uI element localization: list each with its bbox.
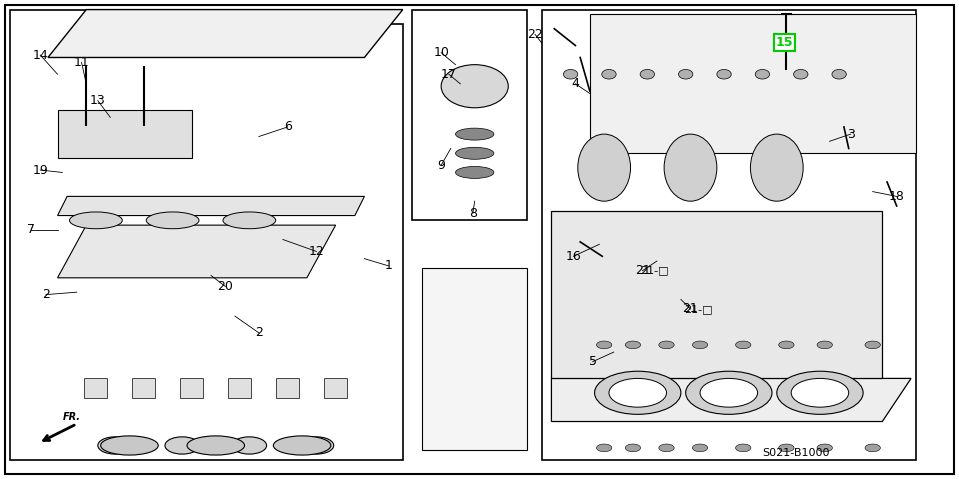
Text: 11: 11 xyxy=(74,56,89,69)
Circle shape xyxy=(625,341,641,349)
Bar xyxy=(58,110,192,158)
Text: 18: 18 xyxy=(889,190,904,203)
Circle shape xyxy=(817,341,832,349)
Polygon shape xyxy=(48,10,403,57)
Ellipse shape xyxy=(456,128,494,140)
Bar xyxy=(132,378,155,398)
Polygon shape xyxy=(58,225,336,278)
Text: 3: 3 xyxy=(847,127,854,141)
Circle shape xyxy=(779,341,794,349)
Text: 20: 20 xyxy=(218,280,233,293)
Polygon shape xyxy=(590,14,916,153)
Ellipse shape xyxy=(564,69,577,79)
Ellipse shape xyxy=(273,436,331,455)
Text: 21: 21 xyxy=(683,302,698,316)
Ellipse shape xyxy=(641,69,654,79)
Circle shape xyxy=(165,437,199,454)
Ellipse shape xyxy=(756,69,769,79)
Text: FR.: FR. xyxy=(63,411,81,422)
Text: S021-B1000: S021-B1000 xyxy=(762,448,830,457)
Circle shape xyxy=(596,341,612,349)
Text: 2: 2 xyxy=(42,288,50,301)
Bar xyxy=(84,378,107,398)
Circle shape xyxy=(625,444,641,452)
Circle shape xyxy=(595,371,681,414)
Ellipse shape xyxy=(665,134,716,201)
Text: 8: 8 xyxy=(469,206,477,220)
Circle shape xyxy=(736,444,751,452)
Text: 14: 14 xyxy=(33,48,48,62)
Ellipse shape xyxy=(794,69,807,79)
Circle shape xyxy=(659,444,674,452)
Circle shape xyxy=(777,371,863,414)
Text: 13: 13 xyxy=(90,94,105,107)
Bar xyxy=(276,378,299,398)
Ellipse shape xyxy=(187,436,245,455)
Circle shape xyxy=(596,444,612,452)
Text: 22: 22 xyxy=(527,28,543,41)
Text: 4: 4 xyxy=(572,77,579,91)
Circle shape xyxy=(692,444,708,452)
Ellipse shape xyxy=(456,167,494,179)
Ellipse shape xyxy=(101,436,158,455)
Ellipse shape xyxy=(441,65,508,108)
Circle shape xyxy=(865,444,880,452)
Ellipse shape xyxy=(716,69,732,79)
Text: 2: 2 xyxy=(255,326,263,340)
Text: 1: 1 xyxy=(385,259,392,273)
Circle shape xyxy=(865,341,880,349)
Circle shape xyxy=(659,341,674,349)
Text: 7: 7 xyxy=(27,223,35,237)
Ellipse shape xyxy=(602,69,617,79)
Circle shape xyxy=(686,371,772,414)
Text: 16: 16 xyxy=(566,250,581,263)
Text: 9: 9 xyxy=(437,159,445,172)
Bar xyxy=(180,378,203,398)
Circle shape xyxy=(299,437,334,454)
Polygon shape xyxy=(551,211,882,378)
Polygon shape xyxy=(551,378,911,422)
Ellipse shape xyxy=(456,148,494,160)
Circle shape xyxy=(736,341,751,349)
Text: 21-□: 21-□ xyxy=(640,266,668,275)
Circle shape xyxy=(817,444,832,452)
Text: 6: 6 xyxy=(284,120,292,134)
Ellipse shape xyxy=(577,134,630,201)
Text: 17: 17 xyxy=(441,68,456,81)
Ellipse shape xyxy=(832,69,847,79)
Polygon shape xyxy=(422,268,527,450)
Ellipse shape xyxy=(679,69,692,79)
Circle shape xyxy=(692,341,708,349)
Text: 10: 10 xyxy=(433,46,449,59)
Circle shape xyxy=(779,444,794,452)
Circle shape xyxy=(609,378,667,407)
Text: 21: 21 xyxy=(635,264,650,277)
Circle shape xyxy=(98,437,132,454)
Text: 12: 12 xyxy=(309,245,324,258)
Ellipse shape xyxy=(751,134,804,201)
Text: 15: 15 xyxy=(776,35,793,49)
Ellipse shape xyxy=(222,212,276,229)
Bar xyxy=(324,378,347,398)
Text: 19: 19 xyxy=(33,163,48,177)
Polygon shape xyxy=(58,196,364,216)
Text: 21-□: 21-□ xyxy=(684,304,713,314)
Text: 5: 5 xyxy=(589,355,596,368)
Ellipse shape xyxy=(70,212,123,229)
Ellipse shape xyxy=(146,212,199,229)
Bar xyxy=(228,378,251,398)
Circle shape xyxy=(232,437,267,454)
Circle shape xyxy=(700,378,758,407)
Circle shape xyxy=(791,378,849,407)
